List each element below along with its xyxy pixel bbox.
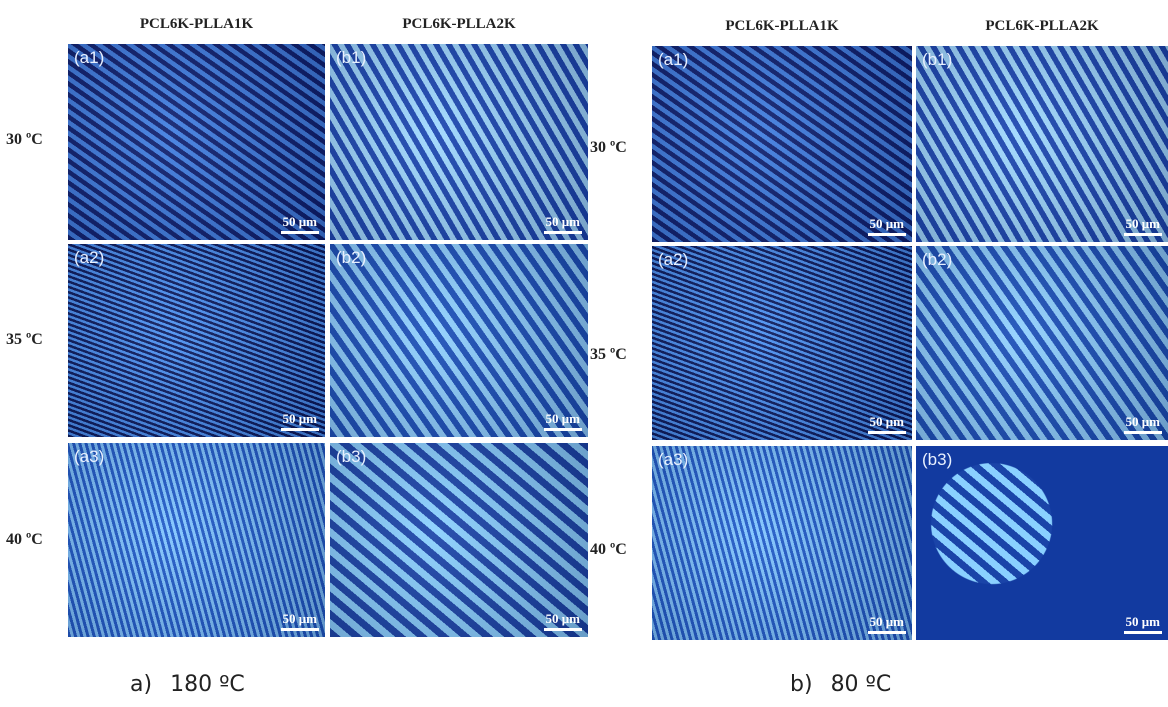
micrograph: (a2) 50 μm [68,244,325,437]
row-label: 30 ºC [590,139,627,157]
image-label: (b1) [336,48,366,68]
image-label: (a1) [74,48,104,68]
image-label: (a2) [74,248,104,268]
scale-bar: 50 μm [1124,216,1162,236]
micrograph: (b2) 50 μm [330,244,588,437]
column-header: PCL6K-PLLA1K [725,18,838,35]
row-label: 30 ºC [6,131,43,149]
image-label: (b3) [336,447,366,467]
scale-bar: 50 μm [544,214,582,234]
scale-bar: 50 μm [1124,614,1162,634]
image-label: (a3) [658,450,688,470]
micrograph: (a3) 50 μm [68,443,325,637]
image-label: (b2) [336,248,366,268]
scale-bar: 50 μm [868,216,906,236]
image-label: (b2) [922,250,952,270]
caption: a) 180 ºC [130,672,263,697]
scale-bar: 50 μm [281,214,319,234]
caption-letter: a) [130,672,152,697]
image-label: (a2) [658,250,688,270]
micrograph: (a1) 50 μm [68,44,325,240]
image-label: (b3) [922,450,952,470]
scale-bar: 50 μm [281,611,319,631]
micrograph: (b1) 50 μm [330,44,588,240]
scale-bar: 50 μm [281,411,319,431]
scale-bar: 50 μm [544,411,582,431]
micrograph: (b3) 50 μm [330,443,588,637]
scale-bar: 50 μm [1124,414,1162,434]
image-label: (a1) [658,50,688,70]
micrograph: (a1) 50 μm [652,46,912,242]
image-label: (b1) [922,50,952,70]
row-label: 40 ºC [590,541,627,559]
micrograph: (b1) 50 μm [916,46,1168,242]
row-label: 35 ºC [590,346,627,364]
row-label: 40 ºC [6,531,43,549]
caption-letter: b) [790,672,813,697]
micrograph: (b3) 50 μm [916,446,1168,640]
scale-bar: 50 μm [868,414,906,434]
column-header: PCL6K-PLLA2K [402,16,515,33]
micrograph: (a3) 50 μm [652,446,912,640]
scale-bar: 50 μm [544,611,582,631]
row-label: 35 ºC [6,331,43,349]
caption-text: 180 ºC [170,672,245,697]
micrograph: (a2) 50 μm [652,246,912,440]
column-header: PCL6K-PLLA2K [985,18,1098,35]
caption-text: 80 ºC [831,672,892,697]
micrograph: (b2) 50 μm [916,246,1168,440]
figure: PCL6K-PLLA1KPCL6K-PLLA2K30 ºC(a1)50 μm(b… [0,0,1168,707]
image-label: (a3) [74,447,104,467]
column-header: PCL6K-PLLA1K [140,16,253,33]
scale-bar: 50 μm [868,614,906,634]
caption: b) 80 ºC [790,672,909,697]
